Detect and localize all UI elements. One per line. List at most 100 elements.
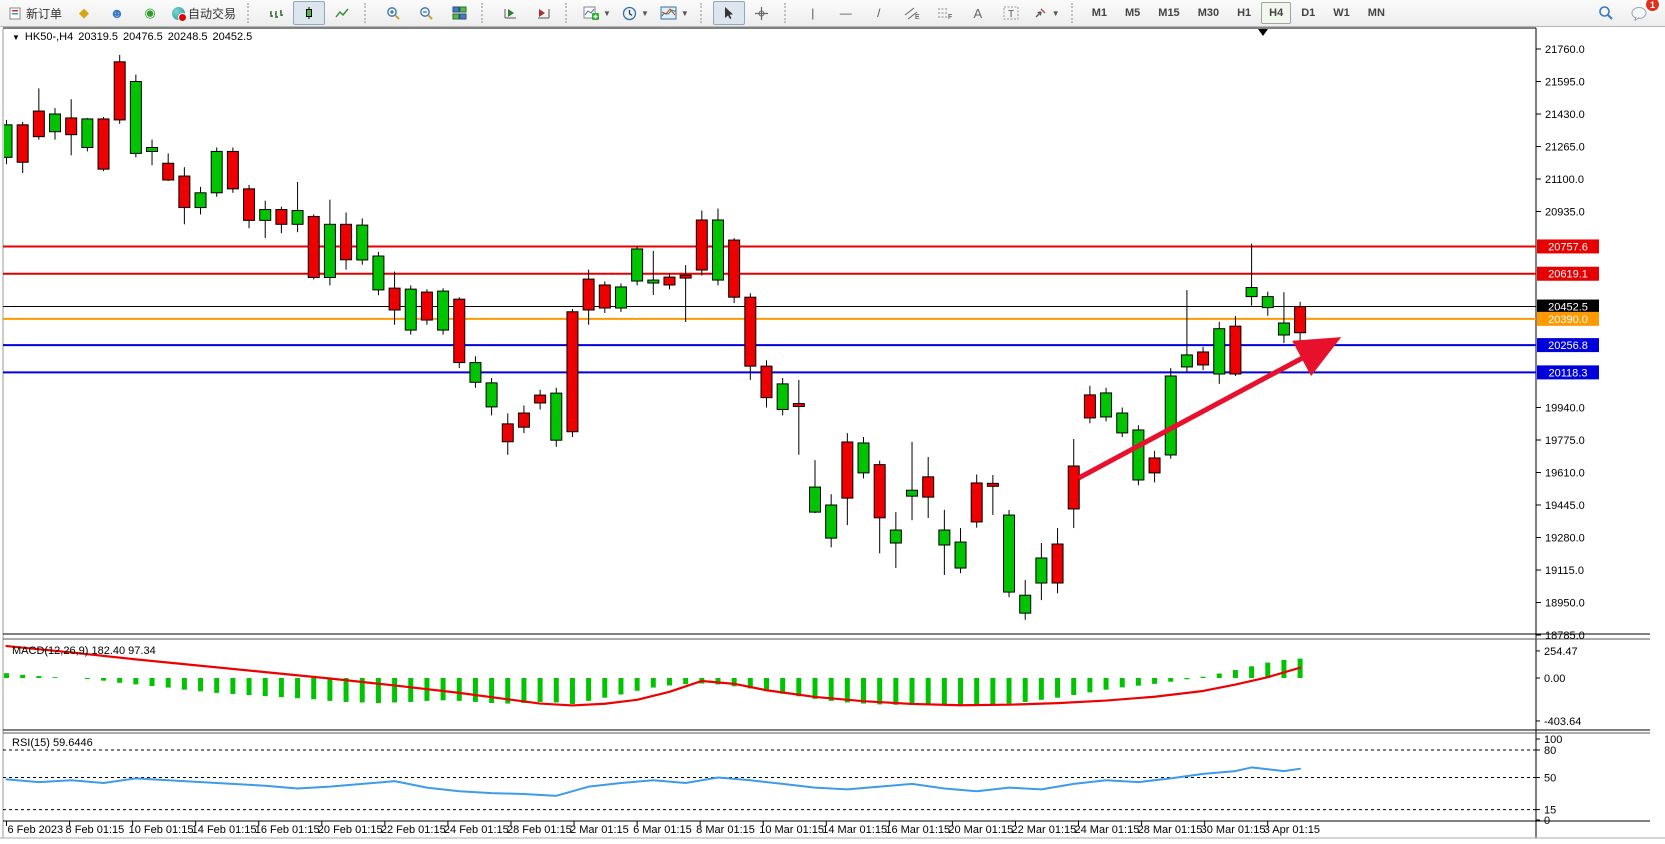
- svg-text:20935.0: 20935.0: [1545, 207, 1585, 219]
- text-icon: A: [973, 5, 983, 21]
- timeframe-m1-button[interactable]: M1: [1091, 7, 1107, 19]
- text-label-icon: T: [1003, 6, 1019, 20]
- svg-text:19445.0: 19445.0: [1545, 500, 1585, 512]
- svg-text:50: 50: [1544, 773, 1556, 785]
- toolbar-separator: [699, 3, 709, 23]
- search-button[interactable]: [1590, 1, 1622, 25]
- svg-text:RSI(15) 59.6446: RSI(15) 59.6446: [12, 737, 93, 749]
- svg-text:18950.0: 18950.0: [1545, 598, 1585, 610]
- templates-button[interactable]: ▼: [655, 1, 694, 25]
- svg-text:8 Feb 01:15: 8 Feb 01:15: [66, 824, 125, 836]
- timeframe-m15-button[interactable]: M15: [1158, 7, 1180, 19]
- timeframe-mn-button[interactable]: MN: [1367, 7, 1385, 19]
- svg-text:20 Mar 01:15: 20 Mar 01:15: [948, 824, 1013, 836]
- candlestick-chart-icon: [305, 7, 312, 19]
- svg-text:0.00: 0.00: [1544, 673, 1565, 685]
- horizontal-line-button[interactable]: —: [830, 1, 862, 25]
- toolbar-separator: [565, 3, 574, 23]
- timeframe-h4-button[interactable]: H4: [1261, 2, 1292, 24]
- collapse-arrow-icon[interactable]: ▼: [12, 32, 20, 42]
- chart-open-value: 20319.5: [78, 31, 118, 43]
- toolbar-separator: [481, 3, 490, 23]
- auto-scroll-button[interactable]: [494, 1, 526, 25]
- vertical-line-icon: |: [811, 6, 815, 20]
- profile-icon: ☻: [109, 5, 125, 21]
- timeframe-h1-button[interactable]: H1: [1237, 7, 1252, 19]
- text-label-button[interactable]: T: [995, 1, 1027, 25]
- timeframe-m5-button[interactable]: M5: [1125, 7, 1141, 19]
- chat-button[interactable]: 1: [1623, 0, 1659, 25]
- tile-windows-button[interactable]: [443, 1, 475, 25]
- zoom-out-button[interactable]: [410, 1, 442, 25]
- cursor-button[interactable]: [712, 1, 745, 25]
- chart-shift-button[interactable]: [527, 1, 559, 25]
- svg-text:0: 0: [1544, 815, 1550, 827]
- signal-button[interactable]: ◉: [134, 1, 166, 25]
- indicators-icon: [583, 6, 600, 20]
- svg-text:8 Mar 01:15: 8 Mar 01:15: [696, 824, 755, 836]
- text-button[interactable]: A: [962, 1, 994, 25]
- svg-text:15: 15: [1544, 805, 1556, 817]
- fibonacci-button[interactable]: F: [929, 1, 961, 25]
- svg-text:10 Feb 01:15: 10 Feb 01:15: [129, 824, 194, 836]
- profiles-button[interactable]: ☻: [101, 1, 133, 25]
- template-icon: [660, 6, 677, 20]
- svg-text:100: 100: [1544, 734, 1562, 746]
- svg-text:30 Mar 01:15: 30 Mar 01:15: [1201, 824, 1266, 836]
- arrow-objects-icon: [1035, 8, 1046, 18]
- arrow-objects-button[interactable]: ▼: [1028, 1, 1065, 25]
- svg-text:21100.0: 21100.0: [1545, 174, 1584, 186]
- vertical-line-button[interactable]: |: [797, 1, 829, 25]
- chart-shift-icon: [537, 9, 550, 19]
- equidistant-channel-button[interactable]: E: [896, 1, 928, 25]
- svg-text:T: T: [1008, 9, 1014, 20]
- svg-text:14 Mar 01:15: 14 Mar 01:15: [822, 824, 887, 836]
- zoom-in-button[interactable]: [377, 1, 409, 25]
- new-order-icon: [9, 7, 21, 20]
- dropdown-caret-icon: ▼: [1051, 8, 1060, 18]
- auto-scroll-icon: [504, 9, 516, 19]
- chart-ohlc-header: ▼ HK50-,H4 20319.5 20476.5 20248.5 20452…: [12, 31, 252, 43]
- svg-text:10 Mar 01:15: 10 Mar 01:15: [759, 824, 824, 836]
- toolbar-separator: [783, 3, 793, 23]
- cursor-icon: [725, 7, 734, 19]
- market-watch-button[interactable]: ◆: [68, 1, 100, 25]
- auto-trading-label: 自动交易: [188, 6, 237, 21]
- timeframe-d1-button[interactable]: D1: [1301, 7, 1316, 19]
- signal-icon: ◉: [144, 5, 156, 20]
- dropdown-caret-icon: ▼: [603, 8, 611, 18]
- svg-text:-403.64: -403.64: [1544, 716, 1581, 728]
- svg-text:22 Mar 01:15: 22 Mar 01:15: [1011, 824, 1076, 836]
- trendline-button[interactable]: /: [863, 1, 895, 25]
- svg-text:6 Feb 2023: 6 Feb 2023: [8, 824, 64, 836]
- crosshair-button[interactable]: [746, 1, 778, 25]
- bar-chart-button[interactable]: [260, 1, 292, 25]
- svg-text:3 Apr 01:15: 3 Apr 01:15: [1264, 824, 1320, 836]
- svg-text:19280.0: 19280.0: [1545, 533, 1585, 545]
- timeframe-m30-button[interactable]: M30: [1197, 7, 1220, 19]
- horizontal-line-icon: —: [839, 6, 852, 20]
- line-chart-button[interactable]: [326, 1, 358, 25]
- svg-text:21760.0: 21760.0: [1545, 44, 1585, 56]
- svg-text:20757.6: 20757.6: [1548, 241, 1588, 253]
- auto-trading-button[interactable]: 自动交易: [167, 1, 241, 25]
- search-icon: [1599, 6, 1613, 20]
- indicators-button[interactable]: ▼: [578, 1, 616, 25]
- market-watch-icon: ◆: [79, 5, 90, 20]
- svg-text:80: 80: [1544, 745, 1556, 757]
- timeframe-w1-button[interactable]: W1: [1333, 7, 1350, 19]
- periods-button[interactable]: ▼: [617, 1, 654, 25]
- auto-trading-icon: [172, 6, 188, 22]
- new-order-button[interactable]: 新订单: [4, 1, 67, 25]
- chat-balloon-icon: [1631, 6, 1646, 21]
- candlestick-chart-button[interactable]: [293, 1, 326, 25]
- svg-text:19115.0: 19115.0: [1545, 565, 1584, 577]
- svg-text:21265.0: 21265.0: [1545, 142, 1585, 154]
- svg-text:28 Mar 01:15: 28 Mar 01:15: [1138, 824, 1203, 836]
- zoom-in-icon: [386, 6, 400, 20]
- svg-text:6 Mar 01:15: 6 Mar 01:15: [633, 824, 692, 836]
- svg-text:20256.8: 20256.8: [1548, 340, 1588, 352]
- svg-text:19610.0: 19610.0: [1545, 468, 1585, 480]
